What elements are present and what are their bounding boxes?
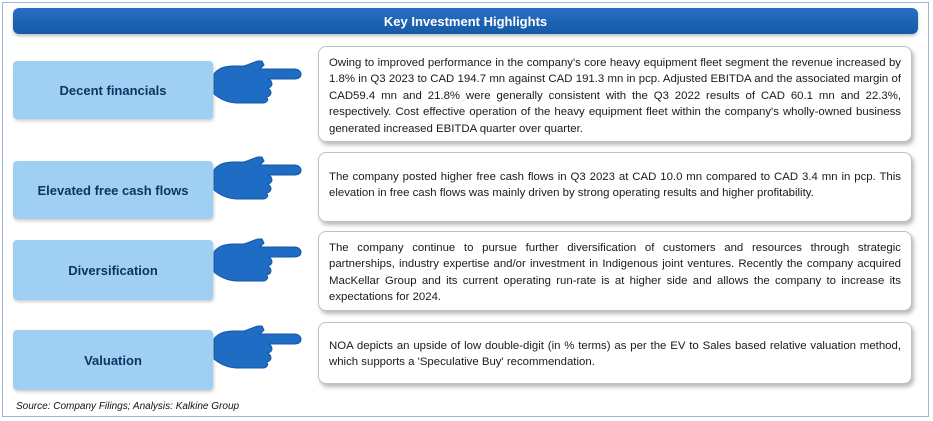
highlight-body: The company posted higher free cash flow… xyxy=(329,171,901,200)
section-header: Key Investment Highlights xyxy=(13,8,918,34)
pointing-hand-icon xyxy=(213,325,302,369)
highlight-label-text: Valuation xyxy=(84,352,142,368)
highlight-label-diversification: Diversification xyxy=(13,240,213,300)
highlight-label-valuation: Valuation xyxy=(13,330,213,390)
header-title: Key Investment Highlights xyxy=(383,13,548,29)
highlight-text-valuation: NOA depicts an upside of low double-digi… xyxy=(318,322,912,384)
highlight-label-financials: Decent financials xyxy=(13,61,213,119)
highlight-text-diversification: The company continue to pursue further d… xyxy=(318,231,912,311)
highlight-text-cash-flows: The company posted higher free cash flow… xyxy=(318,152,912,222)
highlight-body: The company continue to pursue further d… xyxy=(329,242,901,304)
highlight-label-text: Decent financials xyxy=(59,82,167,98)
highlight-label-text: Elevated free cash flows xyxy=(37,182,189,198)
highlight-body: Owing to improved performance in the com… xyxy=(329,57,901,135)
highlight-label-cash-flows: Elevated free cash flows xyxy=(13,161,213,219)
pointing-hand-icon xyxy=(213,156,302,200)
highlight-text-financials: Owing to improved performance in the com… xyxy=(318,46,912,142)
highlight-body: NOA depicts an upside of low double-digi… xyxy=(329,340,901,369)
pointing-hand-icon xyxy=(213,60,302,104)
highlight-label-text: Diversification xyxy=(68,262,158,278)
pointing-hand-icon xyxy=(213,238,302,282)
source-note: Source: Company Filings; Analysis: Kalki… xyxy=(16,401,240,412)
